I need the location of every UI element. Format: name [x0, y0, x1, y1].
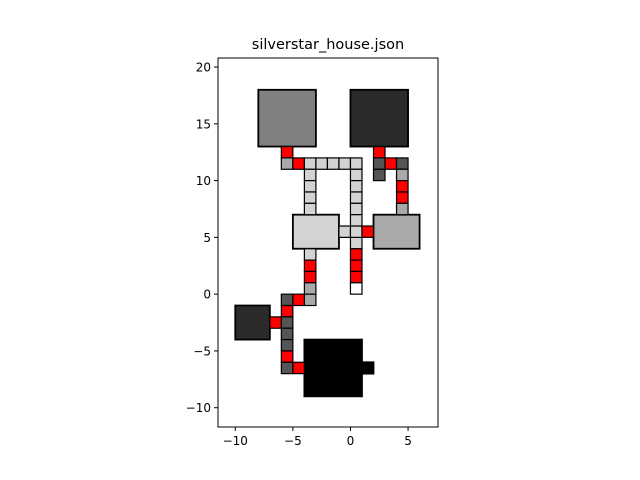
room-6 [303, 338, 363, 398]
corridor-cell-47 [349, 259, 363, 273]
corridor-cell-31 [303, 248, 317, 261]
corridor-cell-17 [303, 191, 317, 204]
corridor-cell-27 [395, 168, 409, 182]
corridor-cell-23 [372, 157, 386, 170]
room-1 [257, 88, 317, 148]
corridor-cell-46 [349, 248, 363, 261]
x-tick-label: −10 [223, 434, 248, 448]
corridor-cell-45 [269, 316, 282, 329]
y-tick-label: −10 [186, 401, 211, 415]
corridor-cell-32 [303, 259, 317, 273]
corridor-cell-40 [280, 327, 294, 341]
y-tick-label: −5 [193, 344, 211, 358]
corridor-cell-8 [349, 157, 363, 170]
x-tick-label: 5 [404, 434, 412, 448]
corridor-cell-35 [303, 293, 317, 307]
corridor-cell-5 [315, 157, 329, 170]
corridor-cell-19 [338, 225, 352, 238]
corridor-cell-1 [280, 145, 294, 159]
corridor-cell-4 [303, 157, 317, 170]
y-tick-label: 20 [196, 61, 211, 75]
corridor-cell-6 [326, 157, 340, 170]
corridor-cell-28 [395, 180, 409, 193]
corridor-cell-43 [280, 361, 294, 375]
corridor-cell-34 [303, 282, 317, 295]
x-tick-label: −5 [284, 434, 302, 448]
axes: −10 −5 0 5 −10 −5 0 5 10 15 20 [186, 57, 439, 448]
corridor-cell-18 [303, 202, 317, 216]
axes-frame [217, 57, 439, 428]
corridor-cell-22 [372, 145, 386, 159]
corridor-cell-11 [349, 191, 363, 204]
x-tick-label: 0 [347, 434, 355, 448]
corridor-cell-20 [349, 225, 363, 238]
y-tick-label: 0 [203, 288, 211, 302]
floorplan-marks [234, 88, 421, 398]
corridor-cell-41 [280, 338, 294, 352]
corridor-cell-29 [395, 191, 409, 204]
corridor-cell-9 [349, 168, 363, 182]
room-3 [291, 213, 340, 250]
corridor-cell-13 [349, 214, 363, 227]
corridor-cell-33 [303, 270, 317, 284]
room-5 [234, 304, 271, 341]
corridor-cell-25 [384, 157, 398, 170]
chart-title: silverstar_house.json [252, 37, 404, 53]
corridor-cell-42 [280, 350, 294, 363]
corridor-cell-12 [349, 202, 363, 216]
corridor-cell-10 [349, 180, 363, 193]
corridor-cell-3 [292, 157, 305, 170]
corridor-cell-21 [361, 225, 375, 238]
corridor-cell-15 [303, 168, 317, 182]
corridor-cell-37 [280, 293, 294, 307]
corridor-cell-39 [280, 316, 294, 329]
y-tick-label: 10 [196, 174, 211, 188]
corridor-cell-36 [292, 293, 305, 307]
y-tick-label: 5 [203, 231, 211, 245]
room-2 [349, 88, 409, 148]
corridor-cell-14 [349, 236, 363, 250]
corridor-cell-16 [303, 180, 317, 193]
room-7 [361, 361, 375, 375]
corridor-cell-26 [395, 157, 409, 170]
corridor-cell-38 [280, 304, 294, 318]
room-4 [372, 213, 421, 250]
corridor-cell-30 [395, 202, 409, 216]
corridor-cell-49 [349, 282, 363, 295]
corridor-cell-48 [349, 270, 363, 284]
y-tick-label: 15 [196, 117, 211, 131]
corridor-cell-2 [280, 157, 294, 170]
corridor-cell-44 [292, 361, 305, 375]
corridor-cell-24 [372, 168, 386, 182]
corridor-cell-7 [338, 157, 352, 170]
